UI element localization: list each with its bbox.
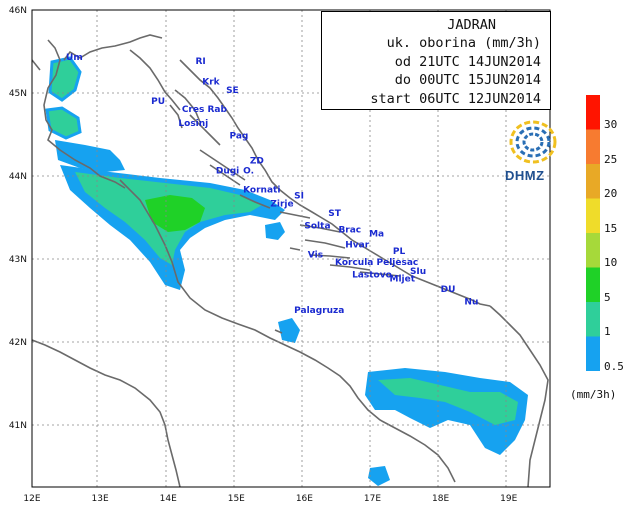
dhmz-swirl-icon	[509, 120, 557, 164]
place-label: O.	[243, 167, 254, 177]
coastline-italy	[32, 59, 456, 487]
place-label: ST	[328, 209, 341, 219]
legend-swatch	[586, 302, 600, 337]
lat-tick-label: 46N	[9, 6, 27, 16]
place-label: ZD	[250, 157, 264, 167]
legend-swatch	[586, 267, 600, 302]
coastlines	[32, 34, 549, 487]
precip-region-gargano-island	[265, 222, 285, 240]
precip-region-south	[368, 466, 390, 486]
place-label: Kornati	[243, 186, 280, 196]
place-label: Brac	[338, 225, 361, 235]
legend-swatch	[586, 129, 600, 164]
lat-tick-label: 41N	[9, 421, 27, 431]
lon-tick-label: 14E	[160, 494, 177, 504]
logo-label: DHMZ	[505, 168, 545, 183]
place-label: Dugi	[216, 167, 239, 177]
precip-region-central-5mm	[145, 195, 205, 232]
place-label: Losinj	[178, 119, 208, 129]
coastline-montenegro-albania	[489, 305, 549, 487]
coastline-croatia	[43, 34, 491, 307]
legend-level-label: 15	[604, 221, 618, 235]
lon-tick-label: 15E	[228, 494, 245, 504]
place-label: Palagruza	[294, 306, 344, 316]
place-label: Hvar	[345, 240, 369, 250]
place-label: Lastovo	[352, 270, 392, 280]
coastline-islands	[169, 89, 401, 334]
legend-level-label: 1	[604, 325, 611, 338]
legend-unit-label: (mm/3h)	[570, 388, 617, 401]
place-label: SIu	[410, 267, 426, 277]
legend-colorbar	[586, 95, 600, 371]
place-label: Cres Rab	[182, 105, 228, 115]
lon-tick-label: 13E	[92, 494, 109, 504]
place-label: PU	[151, 97, 165, 107]
title-line-2: uk. oborina (mm/3h)	[386, 35, 541, 52]
precip-region-north-central	[55, 140, 125, 172]
legend-swatch	[586, 198, 600, 233]
legend-level-label: 10	[604, 256, 618, 269]
place-label: Mljet	[390, 274, 416, 284]
place-label: Solta	[304, 221, 330, 231]
axis-labels: 12E 13E 14E 15E 16E 17E 18E 19E 46N 45N 44N 43N 42N 4…	[9, 6, 518, 504]
title-line-1: JADRAN	[447, 17, 496, 33]
lat-tick-label: 43N	[9, 255, 27, 265]
place-label: Nu	[464, 298, 478, 308]
place-label: DU	[441, 285, 456, 295]
legend-swatch	[586, 336, 600, 371]
precip-region-istria-north	[48, 56, 82, 102]
place-label: RI	[195, 57, 205, 67]
lon-tick-label: 17E	[364, 494, 381, 504]
place-label: SE	[226, 86, 239, 96]
precip-region-albania-1mm	[378, 378, 518, 425]
legend-level-label: 25	[604, 152, 618, 166]
title-line-5: start 06UTC 12JUN2014	[370, 90, 541, 107]
lat-tick-label: 42N	[9, 338, 27, 348]
dhmz-logo-icon	[505, 118, 565, 188]
place-label: Zirje	[270, 200, 293, 210]
legend-swatch	[586, 95, 600, 130]
legend-swatch	[586, 164, 600, 199]
place-label: SI	[294, 191, 304, 201]
lon-tick-label: 16E	[296, 494, 313, 504]
legend-level-label: 20	[604, 187, 618, 200]
map-frame	[31, 9, 551, 488]
graticule	[32, 10, 550, 487]
legend-swatch	[586, 233, 600, 268]
lon-tick-label: 19E	[500, 494, 517, 504]
lon-tick-label: 18E	[432, 494, 449, 504]
legend-level-label: 0.5	[604, 359, 624, 373]
place-label: Pag	[229, 132, 248, 142]
place-label: Vis	[308, 250, 323, 260]
precip-region-albania-inner	[395, 402, 440, 422]
place-label: Um	[66, 53, 83, 63]
place-label: PL	[393, 247, 406, 257]
lon-tick-label: 12E	[23, 494, 40, 504]
place-label: Korcula Peljesac	[335, 258, 418, 268]
place-labels: Um RI Krk SE PU Cres Rab Losinj Pag ZD Dugi O. Korn…	[66, 53, 478, 316]
precip-region-istria-west	[45, 106, 82, 140]
place-label: Ma	[369, 230, 384, 240]
precip-fields	[45, 56, 528, 486]
precip-region-palagruza	[278, 318, 300, 343]
title-line-3: od 21UTC 14JUN2014	[394, 53, 541, 70]
lat-tick-label: 44N	[9, 172, 27, 182]
title-line-4: do 00UTC 15JUN2014	[394, 72, 541, 89]
legend-level-label: 5	[604, 290, 611, 304]
place-label: Krk	[202, 78, 220, 88]
legend-level-label: 30	[604, 118, 618, 131]
title-box: JADRAN uk. oborina (mm/3h) od 21UTC 14JU…	[321, 11, 551, 110]
lat-tick-label: 45N	[9, 89, 27, 99]
